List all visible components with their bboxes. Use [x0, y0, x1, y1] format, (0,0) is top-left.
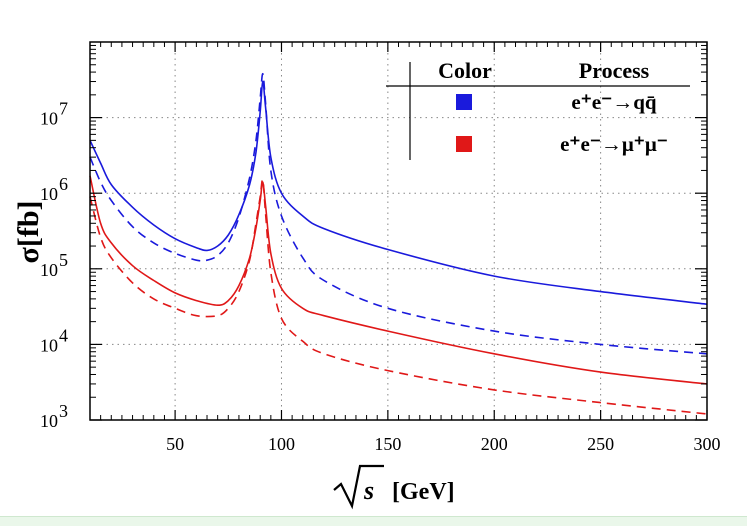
- series-line-0: [89, 80, 708, 305]
- y-tick-exponent: 6: [59, 174, 68, 194]
- legend-label-mumu: e⁺e⁻→μ⁺μ⁻: [560, 132, 668, 156]
- x-tick-label: 300: [694, 434, 721, 454]
- x-axis-title: s [GeV]: [333, 464, 455, 510]
- series-line-3: [89, 178, 708, 415]
- legend-swatch-mumu: [456, 136, 472, 152]
- y-tick-exponent: 4: [59, 325, 68, 345]
- legend: Color Process e⁺e⁻→qq̄ e⁺e⁻→μ⁺μ⁻: [386, 58, 690, 160]
- y-tick-exponent: 7: [59, 99, 68, 119]
- x-tick-label: 150: [374, 434, 401, 454]
- series-line-2: [89, 175, 708, 385]
- x-tick-label: 200: [481, 434, 508, 454]
- y-tick-label: 10: [40, 260, 58, 280]
- legend-label-qq: e⁺e⁻→qq̄: [571, 90, 656, 114]
- series-layer: [89, 72, 708, 415]
- y-tick-label: 10: [40, 411, 58, 431]
- x-tick-label: 250: [587, 434, 614, 454]
- y-axis-title: σ[fb]: [12, 201, 45, 264]
- x-tick-label: 50: [166, 434, 184, 454]
- tick-layer: [89, 42, 708, 421]
- x-tick-label: 100: [268, 434, 295, 454]
- legend-swatch-qq: [456, 94, 472, 110]
- sqrt-symbol-icon: [333, 464, 384, 510]
- legend-header-process: Process: [579, 58, 650, 83]
- y-tick-label: 10: [40, 184, 58, 204]
- grid-layer: [90, 42, 707, 420]
- x-axis-symbol: s: [363, 476, 374, 505]
- y-tick-exponent: 3: [59, 401, 68, 421]
- y-tick-exponent: 5: [59, 250, 68, 270]
- x-tick-labels: 50 100 150 200 250 300: [166, 434, 720, 454]
- bottom-strip: [0, 516, 747, 526]
- legend-header-color: Color: [438, 58, 492, 83]
- y-tick-label: 10: [40, 335, 58, 355]
- x-axis-unit: [GeV]: [392, 479, 455, 505]
- y-tick-label: 10: [40, 109, 58, 129]
- series-line-1: [89, 72, 708, 355]
